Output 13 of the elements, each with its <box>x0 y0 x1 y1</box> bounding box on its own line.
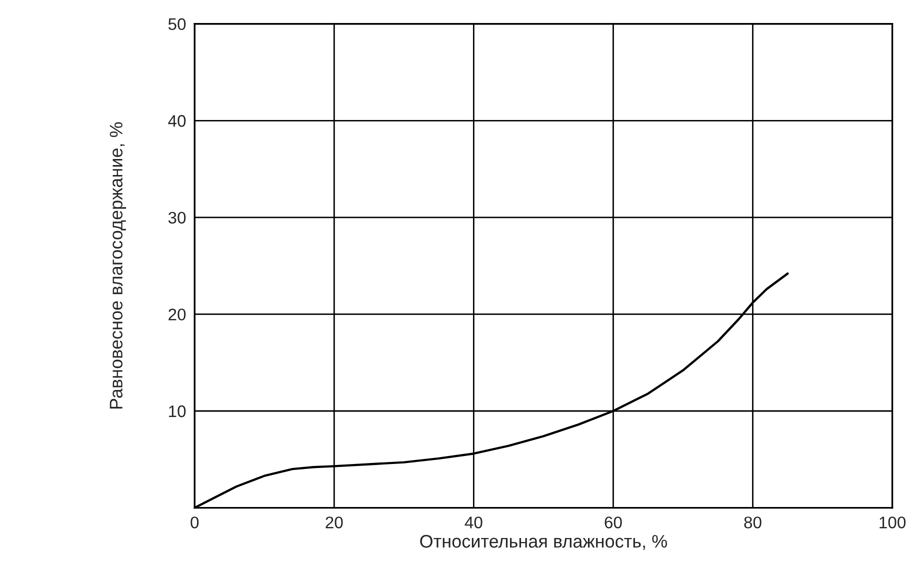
y-axis-title: Равновесное влагосодержание, % <box>110 122 126 409</box>
x-tick-label: 40 <box>464 516 482 528</box>
x-axis-title: Относительная влажность, % <box>420 534 667 550</box>
x-tick-label: 20 <box>326 516 343 528</box>
y-tick-label: 30 <box>168 212 186 224</box>
y-tick-label: 20 <box>168 308 186 320</box>
y-tick-label: 40 <box>168 115 186 127</box>
x-tick-label: 100 <box>880 516 906 528</box>
y-tick-label: 10 <box>169 405 186 418</box>
x-tick-label: 60 <box>604 516 622 528</box>
x-tick-label: 80 <box>744 516 762 528</box>
y-tick-label: 50 <box>168 18 186 30</box>
x-tick-label: 0 <box>190 516 199 528</box>
